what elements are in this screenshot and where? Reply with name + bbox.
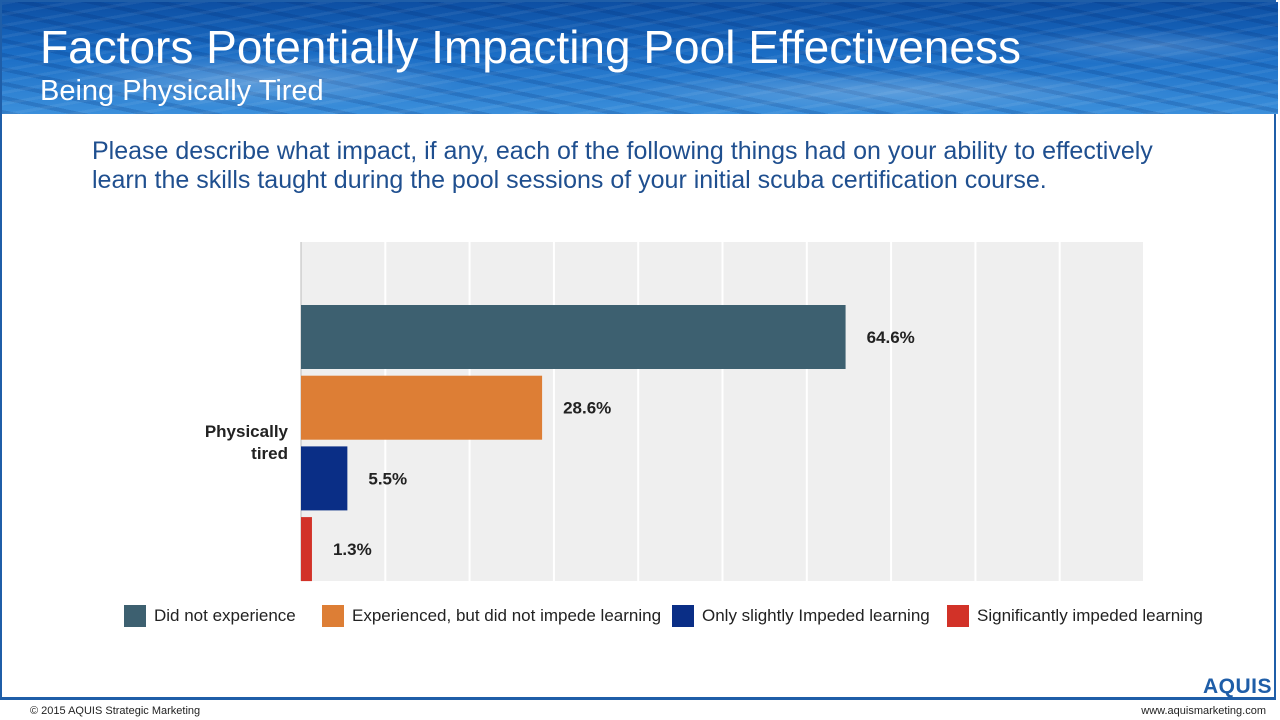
copyright-text: © 2015 AQUIS Strategic Marketing xyxy=(30,705,201,717)
survey-question: Please describe what impact, if any, eac… xyxy=(92,137,1153,194)
header-banner: Factors Potentially Impacting Pool Effec… xyxy=(2,2,1278,114)
bar-4 xyxy=(301,517,312,582)
slide-frame xyxy=(0,0,1276,700)
legend-swatch xyxy=(322,605,344,627)
category-label: Physically tired xyxy=(205,422,289,463)
bar-1 xyxy=(301,305,846,369)
legend-label: Experienced, but did not impede learning xyxy=(352,606,662,625)
data-label-3: 5.5% xyxy=(368,469,407,488)
bar-2 xyxy=(301,375,543,440)
legend-swatch xyxy=(672,605,694,627)
aquis-logo: AQUIS xyxy=(1202,675,1272,698)
data-label-1: 64.6% xyxy=(867,328,915,347)
slide-subtitle: Being Physically Tired xyxy=(40,75,324,107)
legend-label: Significantly impeded learning xyxy=(977,606,1203,625)
slide-title: Factors Potentially Impacting Pool Effec… xyxy=(40,21,1021,73)
legend-label: Did not experience xyxy=(154,606,296,625)
bar-3 xyxy=(301,446,348,511)
legend-item-4: Significantly impeded learning xyxy=(947,603,1203,629)
legend-swatch xyxy=(124,605,146,627)
legend-item-2: Experienced, but did not impede learning xyxy=(322,603,661,629)
chart-legend: Did not experience Experienced, but did n… xyxy=(0,603,1280,629)
legend-item-1: Did not experience xyxy=(124,603,296,629)
legend-label: Only slightly Impeded learning xyxy=(702,606,930,625)
data-label-4: 1.3% xyxy=(333,540,372,559)
data-label-2: 28.6% xyxy=(563,399,611,418)
website-text: www.aquismarketing.com xyxy=(1141,705,1266,717)
legend-item-3: Only slightly Impeded learning xyxy=(672,603,930,629)
legend-swatch xyxy=(947,605,969,627)
